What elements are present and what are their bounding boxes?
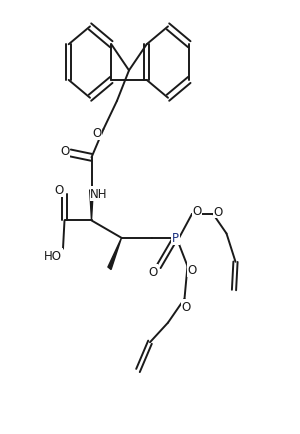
Text: O: O [192, 204, 201, 217]
Text: O: O [92, 127, 101, 140]
Text: O: O [188, 263, 197, 276]
Text: O: O [60, 145, 69, 158]
Polygon shape [90, 191, 93, 221]
Text: O: O [54, 184, 63, 197]
Text: O: O [148, 265, 158, 278]
Text: P: P [172, 232, 179, 245]
Text: O: O [213, 205, 222, 218]
Text: NH: NH [90, 187, 108, 201]
Text: HO: HO [44, 249, 62, 262]
Polygon shape [108, 238, 122, 270]
Text: O: O [182, 300, 190, 313]
